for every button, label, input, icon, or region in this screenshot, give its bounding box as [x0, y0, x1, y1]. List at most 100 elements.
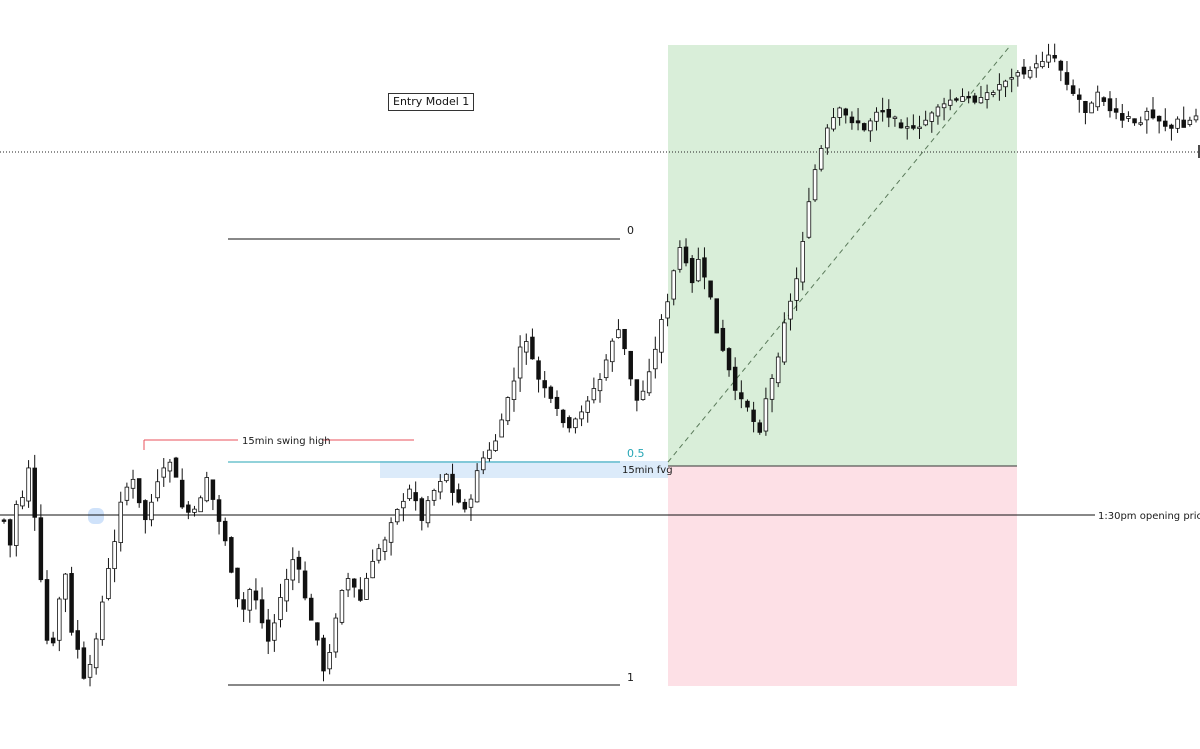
candle-body [782, 322, 787, 363]
candle-body [689, 258, 695, 284]
candle-body [1027, 70, 1033, 78]
candle-body [259, 599, 265, 624]
candle-body [7, 519, 13, 546]
candle-body [696, 258, 701, 282]
candle-body [229, 537, 234, 573]
candle-body [93, 638, 99, 669]
candle-body [370, 560, 375, 579]
candle-body [739, 392, 744, 400]
candle-body [173, 457, 179, 478]
candle-body [935, 106, 941, 117]
candle-body [745, 400, 750, 408]
chart-title: Entry Model 1 [388, 93, 475, 111]
candle-body [818, 148, 824, 170]
candle-body [585, 400, 590, 413]
candle-body [186, 504, 191, 513]
candle-body [444, 473, 449, 482]
candle-body [308, 597, 314, 621]
candle-body [345, 578, 351, 591]
candle-body [560, 409, 566, 424]
candle-body [536, 360, 541, 380]
candle-body [567, 417, 572, 429]
candle-body [517, 346, 523, 379]
candle-body [351, 578, 357, 588]
candle-body [665, 301, 670, 319]
candle-body [941, 103, 947, 109]
candle-body [413, 492, 418, 502]
candle-body [524, 341, 529, 353]
swing-high-label: 15min swing high [242, 436, 331, 447]
candles-group [1, 43, 1199, 687]
candle-body [683, 246, 689, 264]
candle-body [825, 127, 830, 149]
profit-zone [668, 45, 1017, 466]
candle-body [315, 622, 320, 641]
candle-body [708, 280, 713, 298]
candle-body [1101, 97, 1107, 102]
candle-body [284, 578, 289, 602]
candle-body [253, 590, 259, 601]
candle-body [892, 116, 898, 119]
candle-body [468, 498, 474, 508]
candle-body [763, 398, 769, 432]
candle-body [1064, 72, 1070, 85]
candle-body [984, 92, 990, 100]
candle-body [481, 457, 486, 471]
candle-body [204, 477, 210, 502]
candle-body [388, 522, 394, 543]
candle-body [1040, 61, 1045, 68]
candle-body [358, 589, 363, 601]
candle-body [333, 617, 339, 653]
candle-body [1003, 80, 1008, 88]
candle-body [868, 120, 873, 132]
candle-body [714, 298, 719, 334]
candle-body [235, 567, 240, 600]
candle-body [149, 501, 154, 521]
candle-body [1089, 102, 1094, 114]
candle-body [321, 637, 326, 672]
candle-body [1052, 54, 1057, 59]
fvg-label: 15min fvg [622, 465, 673, 476]
candle-body [69, 573, 74, 633]
candle-body [837, 107, 842, 118]
fib-05-label: 0.5 [627, 447, 645, 460]
candle-body [161, 467, 166, 478]
candle-body [732, 366, 738, 391]
candle-body [1132, 118, 1137, 124]
candle-body [1077, 94, 1082, 100]
candle-body [155, 481, 160, 499]
candle-body [640, 390, 646, 400]
candle-body [32, 467, 37, 518]
candle-body [1138, 122, 1143, 125]
swing-high-label-bg [238, 433, 322, 447]
candle-body [431, 490, 437, 501]
candle-body [677, 247, 683, 270]
fib-1-label: 1 [627, 671, 634, 684]
candle-body [634, 379, 640, 401]
candle-body [1181, 119, 1186, 128]
candle-body [1083, 101, 1088, 113]
candle-body [456, 489, 461, 503]
candle-body [499, 419, 504, 438]
candle-body [591, 388, 597, 401]
candle-body [87, 664, 93, 678]
candle-body [1126, 116, 1131, 119]
candle-body [1144, 110, 1150, 121]
candle-body [394, 509, 400, 523]
candle-body [960, 96, 965, 102]
candle-body [290, 559, 296, 581]
candle-body [493, 440, 498, 451]
candle-body [757, 422, 762, 433]
candle-body [26, 467, 31, 502]
candle-body [376, 548, 382, 561]
candle-body [216, 499, 222, 522]
candle-body [911, 125, 916, 129]
candle-body [855, 120, 861, 124]
candle-body [1187, 119, 1193, 125]
candle-body [1046, 54, 1051, 63]
candle-body [849, 116, 855, 124]
candle-body [1015, 72, 1021, 77]
candle-body [542, 380, 547, 389]
candle-body [265, 619, 271, 642]
candle-body [136, 478, 142, 504]
